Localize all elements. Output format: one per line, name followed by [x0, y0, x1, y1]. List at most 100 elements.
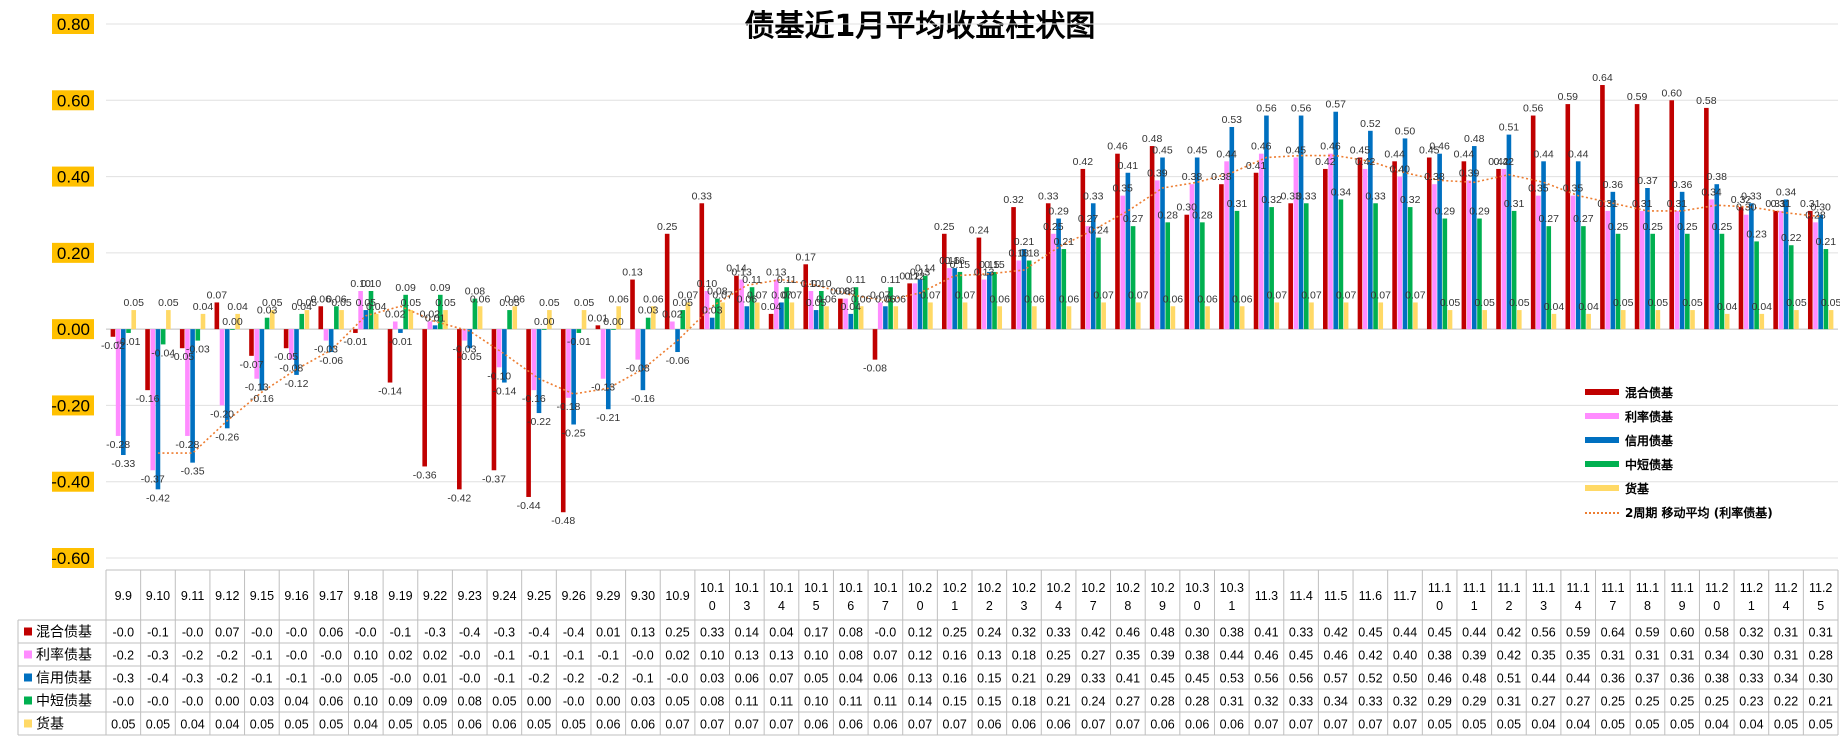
bar-1-17	[704, 291, 710, 330]
bar-2-25	[987, 271, 992, 330]
data-label: 0.04	[1717, 301, 1738, 313]
table-cell: 0.07	[1254, 718, 1278, 732]
bar-3-30	[1165, 222, 1171, 330]
data-label: 0.27	[1539, 213, 1560, 225]
table-cell: 0.10	[804, 649, 828, 663]
data-label: -0.01	[567, 336, 591, 348]
table-cell: 0.07	[943, 718, 967, 732]
bar-4-6	[339, 310, 344, 330]
bar-3-20	[819, 291, 824, 330]
table-cell: 0.25	[1635, 695, 1659, 709]
data-label: 0.08	[465, 286, 486, 298]
bar-3-45	[1685, 233, 1690, 330]
data-label: 0.13	[910, 267, 931, 279]
data-label: 0.16	[944, 255, 965, 267]
data-label: 0.05	[124, 297, 145, 309]
table-cell: 0.04	[1566, 718, 1590, 732]
bar-1-44	[1639, 210, 1645, 330]
category-label: 11.5	[1324, 589, 1347, 603]
bar-2-41	[1541, 161, 1546, 330]
data-label: 0.46	[1429, 141, 1450, 153]
table-cell: 0.29	[1046, 672, 1070, 686]
table-cell: 0.02	[423, 649, 447, 663]
data-label: 0.11	[846, 274, 866, 286]
data-label: 0.35	[1112, 183, 1133, 195]
data-label: -0.48	[551, 515, 575, 527]
bar-3-23	[922, 275, 928, 330]
category-label: 4	[1783, 599, 1790, 613]
category-label: 11.2	[1809, 581, 1832, 595]
bar-1-2	[185, 329, 190, 436]
category-label: 9.12	[215, 589, 239, 603]
bar-4-1	[166, 310, 171, 330]
data-label: -0.08	[626, 363, 650, 375]
table-cell: 0.33	[1289, 695, 1313, 709]
category-label: 6	[847, 599, 854, 613]
data-label: 0.03	[638, 305, 659, 317]
bar-3-10	[472, 298, 478, 330]
bar-3-38	[1442, 218, 1448, 330]
legend-swatch	[1585, 485, 1619, 491]
data-label: -0.37	[482, 473, 506, 485]
bar-1-10	[462, 329, 467, 341]
data-label: 0.30	[1177, 202, 1198, 214]
bar-2-21	[848, 313, 854, 330]
bar-2-37	[1402, 138, 1408, 330]
category-label: 9.19	[388, 589, 412, 603]
data-label: 0.05	[1474, 297, 1495, 309]
data-label: 0.31	[1504, 198, 1525, 210]
bar-4-17	[720, 302, 725, 330]
data-label: 0.45	[1187, 145, 1208, 157]
table-cell: 0.06	[1046, 718, 1070, 732]
table-cell: 0.05	[1670, 718, 1694, 732]
bar-2-1	[155, 329, 161, 490]
bar-0-6	[318, 306, 324, 330]
bar-2-33	[1264, 115, 1269, 330]
data-label: 0.29	[1435, 206, 1456, 218]
data-label: 0.13	[974, 267, 995, 279]
category-label: 11.1	[1566, 581, 1589, 595]
table-cell: 0.31	[1220, 695, 1244, 709]
bar-4-15	[651, 306, 656, 330]
data-label: 0.05	[574, 297, 595, 309]
table-cell: -0.1	[251, 649, 273, 663]
bar-1-31	[1189, 184, 1195, 330]
data-label: 0.02	[385, 309, 406, 321]
category-label: 8	[1644, 599, 1651, 613]
bar-4-43	[1620, 310, 1626, 330]
bar-3-36	[1373, 203, 1378, 330]
data-label: 0.15	[979, 259, 1000, 271]
table-cell: 0.10	[804, 695, 828, 709]
row-header: 信用债基	[36, 670, 92, 687]
table-cell: -0.0	[355, 626, 377, 640]
table-cell: 0.42	[1324, 626, 1348, 640]
category-label: 10.2	[1116, 581, 1140, 595]
table-cell: -0.0	[875, 626, 897, 640]
table-cell: 0.42	[1081, 626, 1105, 640]
data-label: -0.16	[522, 393, 546, 405]
table-cell: -0.1	[390, 626, 412, 640]
category-label: 4	[1055, 599, 1062, 613]
table-cell: -0.3	[147, 649, 169, 663]
table-cell: 0.46	[1427, 672, 1451, 686]
table-cell: 0.04	[215, 718, 239, 732]
data-label: 0.04	[1752, 301, 1773, 313]
data-label: -0.08	[279, 363, 303, 375]
table-cell: 0.48	[1150, 626, 1174, 640]
data-label: 0.22	[1781, 232, 1802, 244]
category-label: 11.2	[1740, 581, 1763, 595]
table-cell: -0.0	[113, 695, 135, 709]
table-cell: 0.44	[1220, 649, 1244, 663]
bar-3-40	[1511, 210, 1517, 330]
bar-4-40	[1517, 310, 1522, 330]
table-cell: 0.30	[1809, 672, 1833, 686]
category-label: 9.29	[596, 589, 620, 603]
legend-swatch	[1585, 461, 1619, 467]
legend-label: 货基	[1625, 481, 1650, 496]
bar-0-27	[1045, 203, 1051, 330]
bar-4-46	[1724, 313, 1730, 330]
data-label: 0.04	[1544, 301, 1565, 313]
data-label: -0.42	[146, 492, 170, 504]
table-cell: 0.05	[1809, 718, 1833, 732]
y-tick-background	[52, 166, 94, 187]
